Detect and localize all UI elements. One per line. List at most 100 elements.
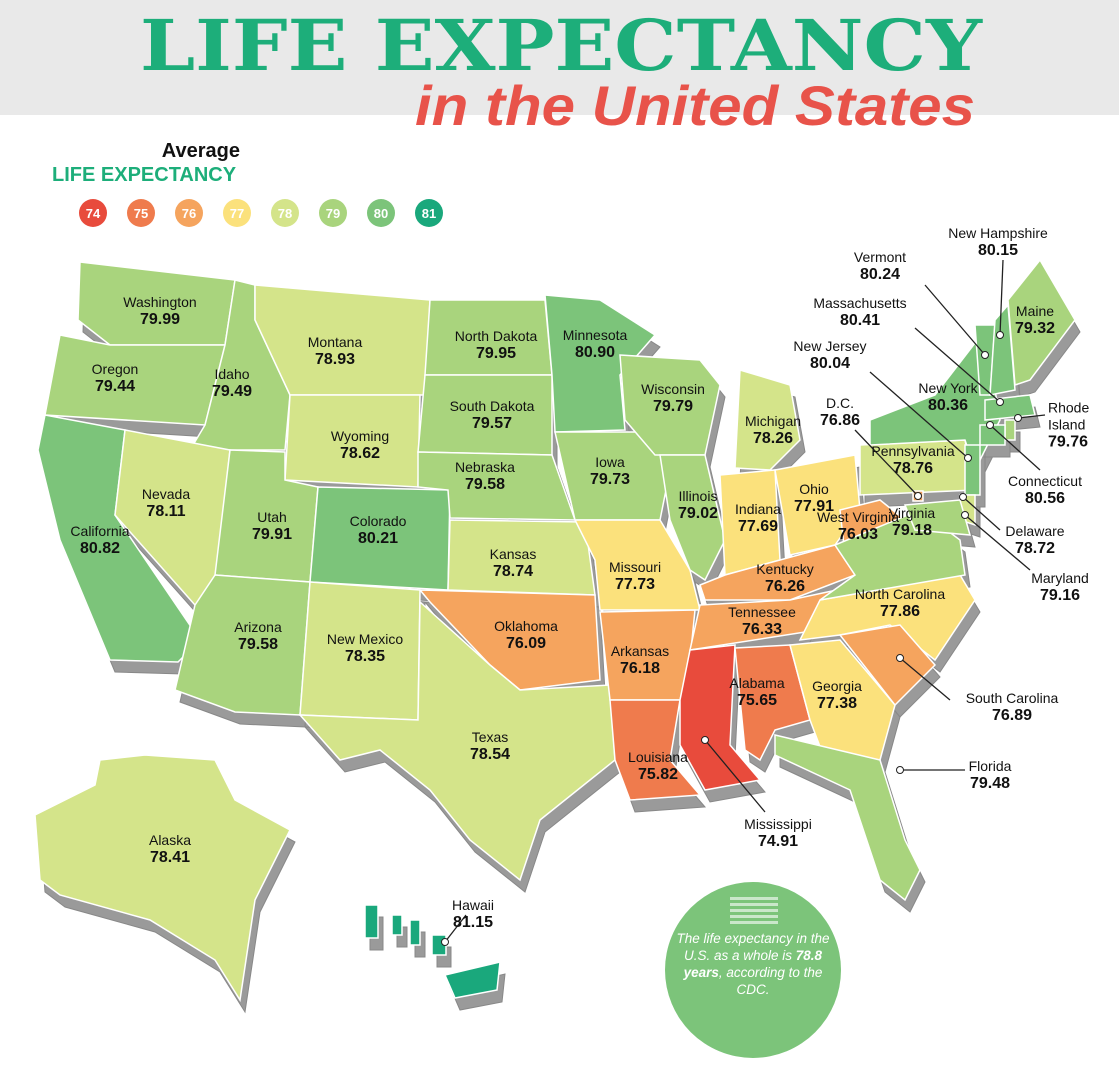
state-name: Rhode Island [1048, 399, 1090, 433]
state-name: North Dakota [454, 328, 538, 344]
legend-swatch [271, 199, 299, 227]
state-name: New York [918, 380, 978, 396]
state-name: Nevada [141, 486, 191, 502]
state-label: Michigan 78.26 [745, 413, 801, 447]
state-label: Iowa 79.73 [590, 454, 630, 488]
state-label: Massachusetts 80.41 [813, 295, 906, 329]
state-value: 78.11 [146, 503, 186, 520]
state-value: 78.72 [1014, 540, 1056, 557]
state-label: Louisiana 75.82 [628, 749, 688, 783]
state-value: 80.15 [977, 242, 1019, 259]
state-name: Kentucky [756, 561, 814, 577]
state-label: Virginia 79.18 [889, 505, 935, 539]
state-label: South Carolina 76.89 [966, 690, 1059, 724]
state [298, 600, 616, 882]
state-name: Montana [307, 334, 363, 350]
state-name: Indiana [735, 501, 781, 517]
state-label: Montana 78.93 [308, 334, 362, 368]
state-name: South Dakota [449, 398, 535, 414]
state-value: 74.91 [757, 833, 799, 850]
state-name: Maine [1015, 303, 1055, 319]
leader-line [962, 496, 1001, 531]
state-label: Alabama 75.65 [729, 675, 784, 709]
state [364, 904, 501, 999]
state [659, 454, 726, 582]
state-value: 80.36 [927, 397, 969, 414]
legend-label: 79 [326, 206, 340, 221]
legend-label: 80 [374, 206, 388, 221]
legend-subheading: LIFE EXPECTANCY [52, 164, 237, 186]
state-value: 78.41 [149, 849, 191, 866]
state [417, 451, 577, 521]
leader-lines [441, 259, 1046, 946]
legend-swatch [319, 199, 347, 227]
state-value: 79.18 [891, 522, 933, 539]
state-name: Oklahoma [494, 618, 558, 634]
state-value: 80.41 [839, 312, 881, 329]
state-name: Illinois [678, 488, 718, 504]
state-name: D.C. [825, 395, 854, 411]
state [774, 734, 921, 902]
state-name: Alabama [729, 675, 785, 691]
state-label: Florida 79.48 [969, 758, 1012, 792]
state-value: 81.15 [452, 914, 494, 931]
leader-dot [441, 938, 449, 946]
state-name: Vermont [853, 249, 907, 265]
state-value: 77.86 [879, 603, 921, 620]
state-value: 80.24 [859, 266, 901, 283]
state-name: Georgia [812, 678, 862, 694]
state [1004, 419, 1016, 441]
state-name: Mississippi [744, 816, 812, 832]
state-name: Hawaii [451, 897, 495, 913]
legend-swatch [367, 199, 395, 227]
state-value: 78.74 [492, 563, 534, 580]
state-label: North Carolina 77.86 [855, 586, 945, 620]
note-circle [665, 882, 841, 1058]
state-name: Iowa [595, 454, 625, 470]
state-name: Michigan [744, 413, 802, 429]
state-value: 77.91 [793, 498, 835, 515]
state-value: 79.58 [237, 636, 279, 653]
leader-dot [914, 492, 922, 500]
state-name: Nebraska [455, 459, 515, 475]
state-value: 79.91 [251, 526, 293, 543]
state-label: Pennsylvania 78.76 [871, 443, 954, 477]
state-value: 75.65 [736, 692, 778, 709]
state [984, 394, 1036, 421]
state-name: Alaska [148, 832, 192, 848]
state-value: 79.99 [139, 311, 181, 328]
title: LIFE EXPECTANCY [140, 4, 983, 87]
state-value: 80.21 [357, 530, 399, 547]
state-name: Florida [968, 758, 1012, 774]
state-name: Arizona [234, 619, 282, 635]
state-label: Georgia 77.38 [812, 678, 862, 712]
state-value: 79.49 [211, 383, 253, 400]
legend-label: 77 [230, 206, 244, 221]
state-name: New Hampshire [948, 225, 1048, 241]
leader-dot [964, 454, 972, 462]
state-value: 79.02 [677, 505, 719, 522]
state-label: Oregon 79.44 [92, 361, 139, 395]
state-name: Utah [257, 509, 287, 525]
state-name: Louisiana [628, 749, 688, 765]
leader-dot [961, 511, 969, 519]
state-label: Colorado 80.21 [350, 513, 407, 547]
leader-dot [996, 398, 1004, 406]
state-name: Arkansas [610, 643, 670, 659]
state-label: Arkansas 76.18 [611, 643, 669, 677]
leader-dot [1014, 414, 1022, 422]
leader-line [869, 371, 969, 459]
state-value: 76.26 [764, 578, 806, 595]
state-name: Missouri [608, 559, 662, 575]
state-label: New Hampshire 80.15 [948, 225, 1048, 259]
leader-dot [959, 493, 967, 501]
leader-line [444, 914, 467, 943]
legend-swatch [175, 199, 203, 227]
state-value: 77.69 [737, 518, 779, 535]
state-name: Colorado [349, 513, 407, 529]
header-band [0, 0, 1119, 115]
state [734, 369, 801, 471]
state-name: South Carolina [965, 690, 1059, 706]
leader-line [704, 739, 766, 813]
